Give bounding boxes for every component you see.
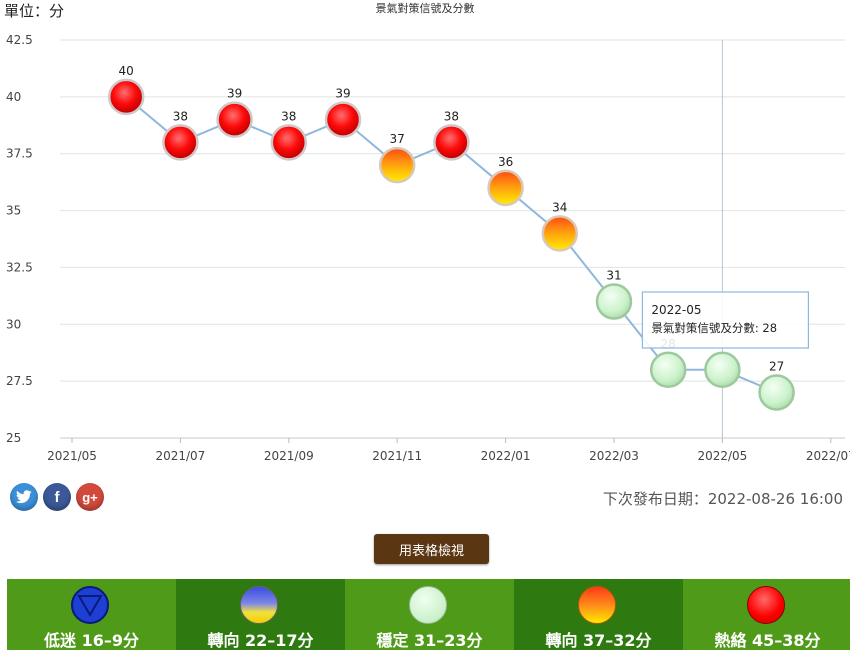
data-label: 31 <box>606 269 621 283</box>
yellow-red-light-icon <box>578 586 616 624</box>
data-point <box>162 124 199 161</box>
tooltip-box <box>641 291 810 349</box>
legend-label: 轉向 37–32分 <box>545 631 652 650</box>
data-point <box>433 124 470 161</box>
point-layer <box>107 78 795 411</box>
x-tick-label: 2022/03 <box>589 449 639 463</box>
y-tick-label: 30 <box>6 317 21 331</box>
legend-label: 轉向 22–17分 <box>207 631 314 650</box>
signal-legend: 低迷 16–9分 轉向 22–17分 穩定 31–23分 轉向 37–32分 熱… <box>7 579 850 650</box>
google-plus-icon[interactable]: g+ <box>76 483 104 511</box>
legend-item-hot: 熱絡 45–38分 <box>683 579 850 650</box>
y-tick-label: 27.5 <box>6 374 33 388</box>
x-tick-label: 2022/01 <box>481 449 531 463</box>
down-triangle-icon <box>71 586 109 624</box>
data-point <box>758 374 795 411</box>
data-label: 34 <box>552 200 567 214</box>
data-label: 36 <box>498 155 513 169</box>
x-tick-label: 2021/07 <box>155 449 205 463</box>
data-point <box>541 215 579 252</box>
data-point <box>704 351 741 389</box>
x-tick-label: 2021/11 <box>372 449 422 463</box>
yellow-blue-light-icon <box>240 586 278 624</box>
data-label: 39 <box>227 87 242 101</box>
data-label: 38 <box>281 109 296 123</box>
data-label: 39 <box>335 87 350 101</box>
legend-label: 低迷 16–9分 <box>44 631 139 650</box>
data-label: 38 <box>444 109 459 123</box>
legend-item-turn-high: 轉向 37–32分 <box>514 579 683 650</box>
data-point <box>649 351 687 389</box>
data-label: 38 <box>173 109 188 123</box>
data-label: 37 <box>390 132 405 146</box>
axis-layer: 25 27.5 30 32.5 35 37.5 40 42.5 2021/05 2021/07 20… <box>6 33 850 463</box>
data-point <box>378 146 416 184</box>
data-label-layer: 403839383937383634312827 <box>119 64 785 374</box>
red-light-icon <box>747 586 785 624</box>
tooltip: 2022-05 景氣對策信號及分數: 28 <box>641 291 810 349</box>
y-tick-label: 40 <box>6 90 21 104</box>
data-label: 40 <box>119 64 134 78</box>
facebook-icon[interactable]: f <box>43 483 71 511</box>
data-point <box>270 124 308 161</box>
share-bar: f g+ <box>10 483 104 511</box>
legend-label: 熱絡 45–38分 <box>714 631 821 650</box>
data-label: 27 <box>769 360 784 374</box>
x-tick-label: 2021/09 <box>264 449 314 463</box>
data-point <box>595 283 633 320</box>
y-tick-label: 37.5 <box>6 147 33 161</box>
table-view-button[interactable]: 用表格檢視 <box>374 534 489 564</box>
data-point <box>487 169 524 207</box>
x-tick-label: 2022/07 <box>806 449 850 463</box>
twitter-icon[interactable] <box>10 483 38 511</box>
green-light-icon <box>409 586 447 624</box>
y-tick-label: 32.5 <box>6 260 33 274</box>
x-tick-label: 2022/05 <box>697 449 747 463</box>
data-point <box>216 101 253 138</box>
y-tick-label: 35 <box>6 204 21 218</box>
legend-label: 穩定 31–23分 <box>376 631 483 650</box>
unit-label: 單位：分 <box>4 2 65 20</box>
legend-item-turn-low: 轉向 22–17分 <box>176 579 345 650</box>
line-chart: 25 27.5 30 32.5 35 37.5 40 42.5 2021/05 2021/07 20… <box>6 33 850 463</box>
tooltip-date: 2022-05 <box>651 303 701 317</box>
x-tick-label: 2021/05 <box>47 449 97 463</box>
tooltip-value: 景氣對策信號及分數: 28 <box>651 321 777 335</box>
data-point <box>107 78 145 116</box>
data-point <box>324 101 362 138</box>
y-tick-label: 42.5 <box>6 33 33 47</box>
next-release-date: 下次發布日期：2022-08-26 16:00 <box>602 490 843 508</box>
legend-item-low: 低迷 16–9分 <box>7 579 176 650</box>
y-tick-label: 25 <box>6 431 21 445</box>
legend-item-stable: 穩定 31–23分 <box>345 579 514 650</box>
chart-title: 景氣對策信號及分數 <box>375 2 475 15</box>
